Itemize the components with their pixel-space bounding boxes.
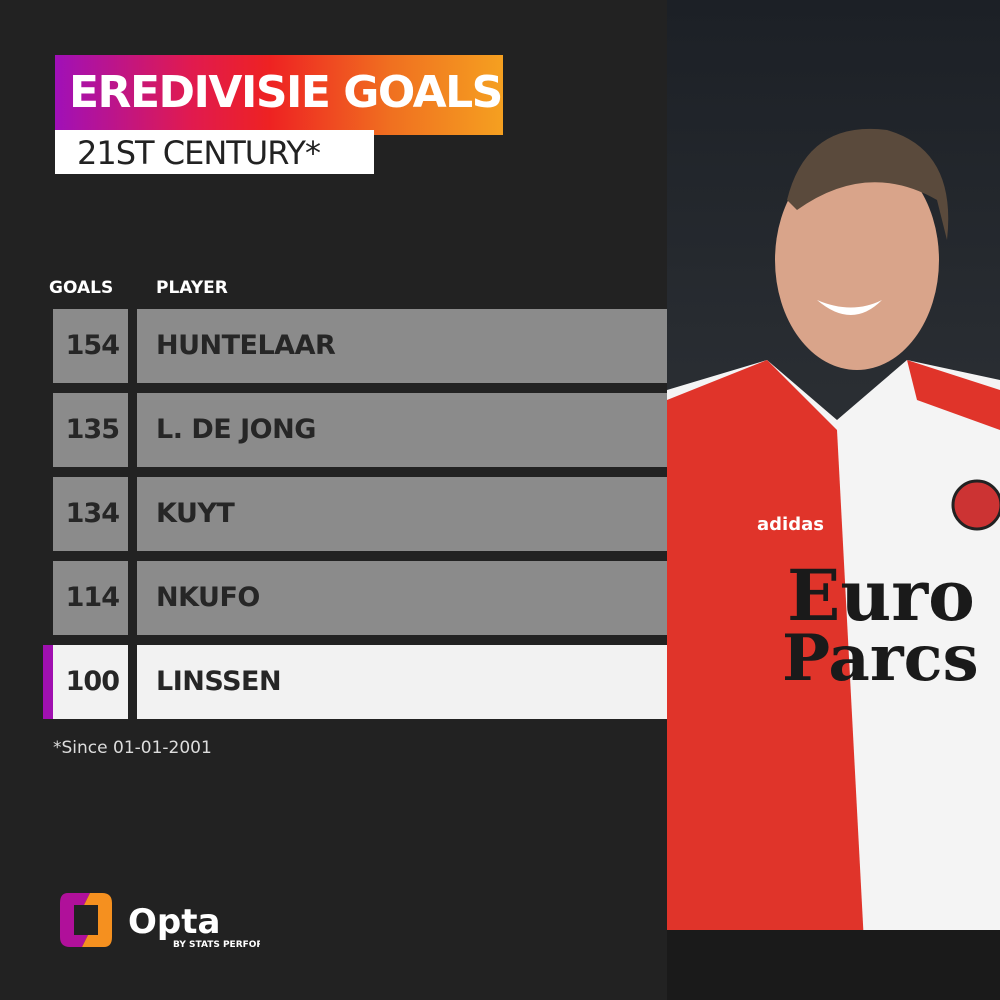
subtitle: 21ST CENTURY* [77,134,321,172]
player-name: HUNTELAAR [156,330,336,361]
footnote: *Since 01-01-2001 [53,738,212,758]
header-player: PLAYER [156,278,228,298]
table-row: 154 HUNTELAAR [0,309,667,383]
goals-value: 114 [65,582,120,613]
shirt-sponsor-line2: Parcs [782,621,979,696]
player-name: LINSSEN [156,666,282,697]
table-row-highlighted: 100 LINSSEN [0,645,667,719]
svg-text:Opta: Opta [128,902,220,942]
shirt-sponsor-line1: Euro [787,554,975,637]
player-name: KUYT [156,498,235,529]
goals-value: 154 [65,330,120,361]
goals-value: 134 [65,498,120,529]
svg-text:BY STATS PERFORM: BY STATS PERFORM [173,940,260,950]
player-name: L. DE JONG [156,414,316,445]
opta-logo: Opta BY STATS PERFORM [60,885,272,959]
title-banner: EREDIVISIE GOALS [55,55,503,135]
kit-brand: adidas [757,514,824,535]
subtitle-banner: 21ST CENTURY* [55,130,374,174]
goals-value: 135 [65,414,120,445]
header-goals: GOALS [49,278,114,298]
goals-value: 100 [65,666,120,697]
table-row: 135 L. DE JONG [0,393,667,467]
highlight-bar [43,645,53,719]
table-row: 134 KUYT [0,477,667,551]
player-name: NKUFO [156,582,260,613]
title: EREDIVISIE GOALS [69,67,503,118]
player-photo: Euro Parcs adidas [667,0,1000,1000]
table-row: 114 NKUFO [0,561,667,635]
